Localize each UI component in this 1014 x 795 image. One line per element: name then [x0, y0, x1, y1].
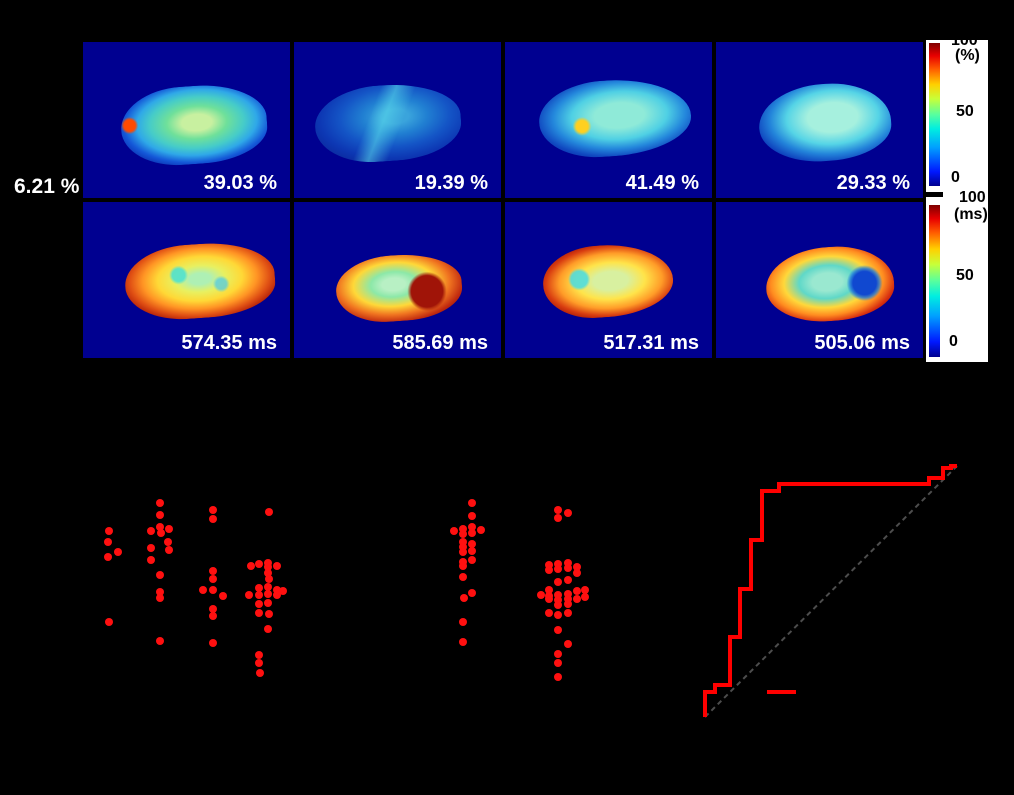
map-value-label: 39.03 % — [203, 172, 277, 194]
colorbar1-unit-label: (%) — [955, 47, 980, 64]
map-panel-row1-col3: 41.49 % — [505, 42, 712, 198]
map-value-label: 19.39 % — [414, 172, 488, 194]
colorbar2-min-label: 0 — [949, 333, 958, 350]
map-value-label: 41.49 % — [625, 172, 699, 194]
map-panel-row2-col2: 585.69 ms — [294, 202, 501, 358]
map-value-label: 517.31 ms — [603, 332, 699, 354]
colorbar-gradient-percent — [929, 43, 940, 186]
map-panel-row1-col1: 39.03 % — [83, 42, 290, 198]
colorbar2-unit-label: (ms) — [954, 206, 988, 223]
colorbar1-max-label: 100 — [951, 40, 978, 49]
colorbar1-min-label: 0 — [951, 169, 960, 186]
map-value-label: 505.06 ms — [814, 332, 910, 354]
map-panel-row1-col4: 29.33 % — [716, 42, 923, 198]
map-panel-row2-col1: 574.35 ms — [83, 202, 290, 358]
colorbar1-mid-label: 50 — [956, 103, 974, 120]
colorbar2-mid-label: 50 — [956, 267, 974, 284]
map-value-label: 574.35 ms — [181, 332, 277, 354]
map-panel-row2-col4: 505.06 ms — [716, 202, 923, 358]
colorbar-divider-tick — [926, 192, 943, 197]
map-value-label: 29.33 % — [836, 172, 910, 194]
map-panel-row1-col2: 19.39 % — [294, 42, 501, 198]
colorbar2-max-label: 100 — [959, 189, 986, 206]
map-value-label: 585.69 ms — [392, 332, 488, 354]
map-panel-row2-col3: 517.31 ms — [505, 202, 712, 358]
colorbar-panel: 100 (%) 50 0 100 (ms) 50 0 — [926, 40, 988, 362]
colorbar-gradient-ms — [929, 205, 940, 357]
side-value-label: 6.21 % — [14, 175, 80, 198]
